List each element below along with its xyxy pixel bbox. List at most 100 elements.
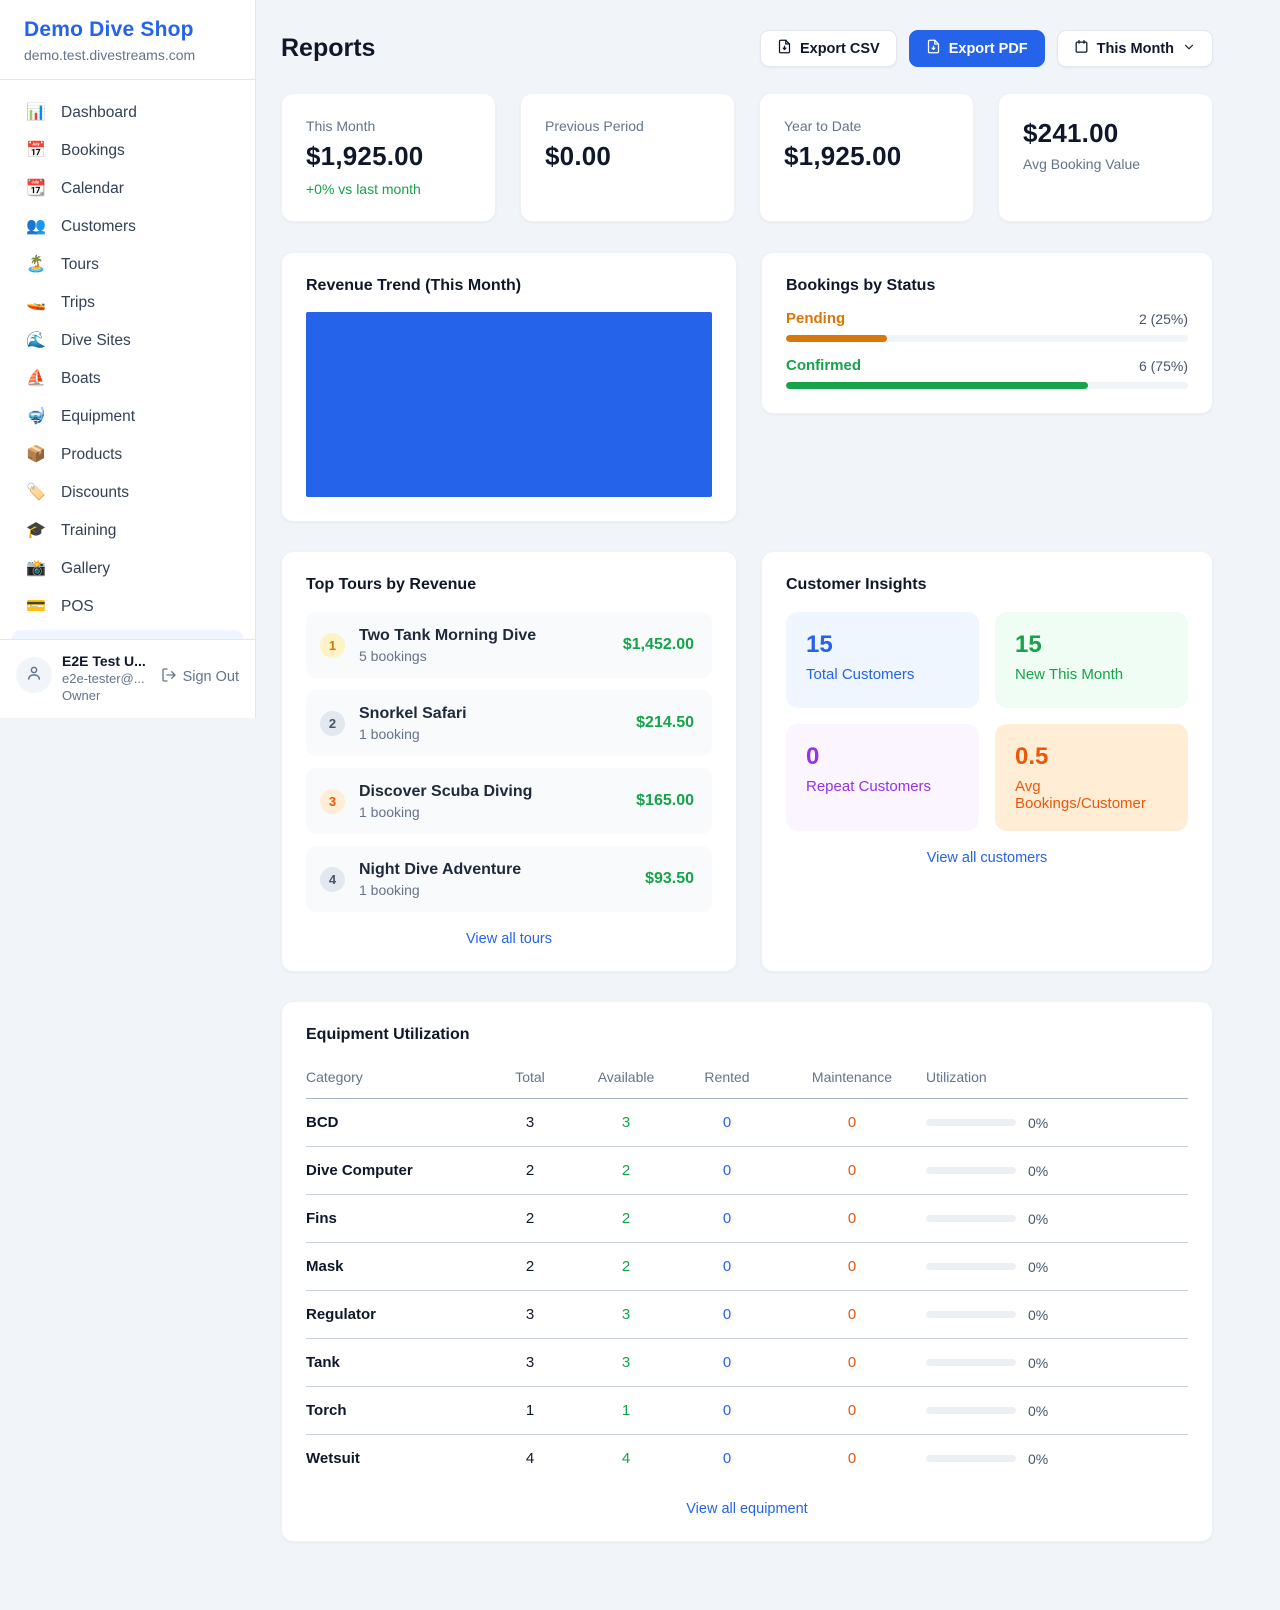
insight-label: Total Customers [806,666,915,683]
list-item-tour: 3 Discover Scuba Diving 1 booking $165.0… [306,768,712,834]
list-item-tour: 2 Snorkel Safari 1 booking $214.50 [306,690,712,756]
export-csv-button[interactable]: Export CSV [759,30,897,67]
charts-row: Revenue Trend (This Month) Bookings by S… [281,252,1213,522]
sidebar-item-gallery[interactable]: 📸 Gallery [0,550,255,588]
sidebar-item-icon: 🏝️ [26,256,46,273]
chevron-down-icon [1182,40,1196,58]
sidebar-item-reports-active-partial[interactable] [12,630,243,639]
sidebar-item-products[interactable]: 📦 Products [0,436,255,474]
cell-available: 2 [576,1242,676,1291]
table-row: Wetsuit 4 4 0 0 0% [306,1435,1188,1483]
sidebar-item-discounts[interactable]: 🏷️ Discounts [0,474,255,512]
status-progress-track [786,335,1188,342]
cell-available: 3 [576,1098,676,1147]
sidebar-item-label: Dive Sites [61,332,131,349]
sidebar-item-equipment[interactable]: 🤿 Equipment [0,398,255,436]
period-dropdown[interactable]: This Month [1056,30,1213,67]
utilization-progress-track [926,1263,1016,1270]
cell-category: Wetsuit [306,1450,360,1467]
insight-value: 0.5 [1015,743,1049,770]
calendar-icon [1074,39,1089,58]
cell-available: 3 [576,1290,676,1339]
stat-card-avg-booking-value: Avg Booking Value $241.00 [998,93,1213,222]
cell-maintenance: 0 [778,1098,926,1147]
export-pdf-button[interactable]: Export PDF [908,30,1045,67]
tour-name: Night Dive Adventure [359,860,522,878]
sidebar-item-trips[interactable]: 🚤 Trips [0,284,255,322]
cell-maintenance: 0 [778,1146,926,1195]
cell-utilization: 0% [1028,1210,1049,1227]
sidebar-item-icon: 📊 [26,104,46,121]
sidebar-item-bookings[interactable]: 📅 Bookings [0,132,255,170]
cell-rented: 0 [676,1194,778,1243]
table-header-row: Category Total Available Rented Maintena… [306,1059,1188,1099]
cell-total: 2 [484,1194,576,1243]
sidebar-item-pos[interactable]: 💳 POS [0,588,255,626]
sidebar-item-icon: 🤿 [26,408,46,425]
cell-total: 3 [484,1098,576,1147]
table-row: Regulator 3 3 0 0 0% [306,1290,1188,1339]
sidebar-item-tours[interactable]: 🏝️ Tours [0,246,255,284]
column-header-total: Total [484,1059,576,1099]
sidebar-item-icon: 📦 [26,446,46,463]
list-item-tour: 1 Two Tank Morning Dive 5 bookings $1,45… [306,612,712,678]
column-header-maintenance: Maintenance [778,1059,926,1099]
sidebar-item-dashboard[interactable]: 📊 Dashboard [0,94,255,132]
stat-label: Year to Date [784,118,862,134]
sidebar-item-customers[interactable]: 👥 Customers [0,208,255,246]
cell-rented: 0 [722,1450,732,1467]
tour-name: Snorkel Safari [359,704,467,722]
page-header: Reports Export CSV Export PDF [281,30,1213,67]
cell-maintenance: 0 [778,1290,926,1339]
column-header-available: Available [576,1059,676,1099]
table-row: Fins 2 2 0 0 0% [306,1194,1188,1243]
cell-category: Tank [306,1338,484,1387]
rank-badge: 1 [320,632,345,658]
sidebar-item-label: Tours [61,256,99,273]
stat-label: Previous Period [545,118,644,134]
customer-insights-title: Customer Insights [786,576,927,593]
page-title: Reports [281,34,376,62]
sidebar-item-label: Boats [61,370,101,387]
cell-category: Torch [306,1386,484,1435]
insight-tile-avg-bookings-customer: 0.5 Avg Bookings/Customer [995,724,1188,831]
rank-badge: 3 [320,788,345,814]
sidebar-item-icon: 📆 [26,180,46,197]
cell-available: 4 [621,1450,631,1467]
cell-available: 1 [576,1386,676,1435]
view-all-tours-link[interactable]: View all tours [306,931,712,947]
user-email: e2e-tester@... [62,671,145,686]
sidebar-nav: 📊 Dashboard 📅 Bookings 📆 Calendar 👥 Cust… [0,80,255,626]
status-progress-fill [786,382,1088,389]
view-all-customers-link[interactable]: View all customers [786,850,1188,866]
stat-label: Avg Booking Value [1023,156,1141,172]
sidebar-item-icon: 🚤 [26,294,46,311]
cell-total: 3 [484,1338,576,1387]
user-role: Owner [62,688,101,703]
bookings-by-status-title: Bookings by Status [786,277,936,294]
insight-value: 15 [1015,631,1042,658]
cell-rented: 0 [676,1146,778,1195]
sidebar-item-label: Equipment [61,408,136,425]
rank-badge: 2 [320,710,345,736]
sign-out-button[interactable]: Sign Out [161,667,239,687]
cell-category: Mask [306,1242,484,1291]
sidebar-item-label: Dashboard [61,104,137,121]
sidebar-item-dive-sites[interactable]: 🌊 Dive Sites [0,322,255,360]
column-header-utilization: Utilization [926,1059,1188,1099]
cell-maintenance: 0 [847,1450,857,1467]
cell-utilization: 0% [1028,1450,1049,1467]
sidebar-item-label: Gallery [61,560,111,577]
table-row: Mask 2 2 0 0 0% [306,1242,1188,1291]
view-all-equipment-link[interactable]: View all equipment [306,1501,1188,1517]
sidebar-item-boats[interactable]: ⛵ Boats [0,360,255,398]
cell-total: 4 [525,1450,535,1467]
status-progress-fill [786,335,887,342]
insight-label: New This Month [1015,666,1124,683]
cell-total: 1 [484,1386,576,1435]
cell-rented: 0 [676,1290,778,1339]
tour-bookings-count: 5 bookings [359,647,427,664]
sidebar-item-calendar[interactable]: 📆 Calendar [0,170,255,208]
shop-domain: demo.test.divestreams.com [24,47,196,63]
sidebar-item-training[interactable]: 🎓 Training [0,512,255,550]
